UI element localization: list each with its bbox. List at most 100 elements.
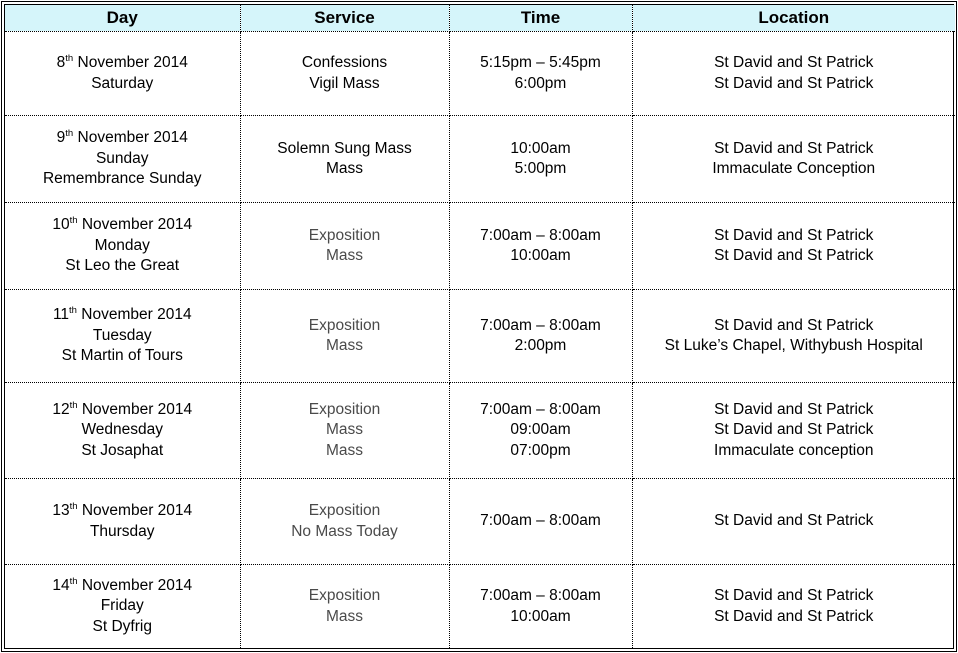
service-cell: Confessions Vigil Mass [239, 31, 450, 116]
date-line: 10th November 2014 [9, 215, 236, 236]
location-line: St David and St Patrick [714, 139, 874, 157]
time-line: 7:00am – 8:00am [480, 226, 601, 244]
day-line: St Josaphat [81, 441, 164, 459]
date-number: 12 [52, 400, 70, 418]
date-month-year: November 2014 [77, 576, 193, 594]
time-line: 7:00am – 8:00am [480, 316, 601, 334]
date-ordinal: th [69, 305, 77, 317]
date-line: 8th November 2014 [9, 53, 236, 74]
date-number: 8 [56, 54, 66, 71]
time-cell: 7:00am – 8:00am 10:00am [448, 202, 633, 290]
location-line: St David and St Patrick [714, 421, 874, 439]
table-row: 12th November 2014 Wednesday St Josaphat E… [5, 382, 955, 479]
service-cell: Exposition Mass Mass [239, 382, 450, 479]
location-line: St David and St Patrick [714, 587, 874, 604]
date-month-year: November 2014 [77, 400, 193, 418]
service-line: Mass [325, 160, 364, 177]
time-line: 7:00am – 8:00am [480, 587, 601, 604]
service-cell: Exposition Mass [239, 202, 450, 290]
mass-schedule-table: Day Service Time Location 8th November 2… [5, 5, 955, 648]
date-ordinal: th [69, 399, 78, 411]
table-header: Day Service Time Location [5, 5, 955, 32]
column-header-time: Time [448, 5, 633, 32]
date-line: 12th November 2014 [9, 400, 236, 421]
time-line: 7:00am – 8:00am [480, 512, 601, 530]
location-line: St David and St Patrick [714, 512, 874, 530]
date-ordinal: th [65, 52, 74, 64]
date-line: 13th November 2014 [9, 501, 236, 522]
service-line: Exposition [308, 502, 381, 519]
day-line: Saturday [91, 74, 154, 92]
time-line: 09:00am [510, 421, 571, 439]
time-line: 10:00am [510, 139, 571, 157]
time-line: 6:00pm [514, 74, 567, 92]
table-row: 8th November 2014 Saturday Confessions Vig… [5, 31, 955, 116]
time-cell: 7:00am – 8:00am [448, 478, 633, 565]
date-number: 10 [52, 216, 70, 234]
service-line: Exposition [308, 226, 381, 244]
date-line: 11th November 2014 [9, 305, 236, 326]
service-line: Exposition [308, 400, 381, 418]
service-line: Mass [325, 441, 364, 459]
day-line: Remembrance Sunday [42, 170, 202, 188]
location-line: Immaculate conception [714, 441, 874, 459]
location-cell: St David and St Patrick [631, 478, 955, 565]
location-line: St David and St Patrick [714, 400, 874, 418]
column-header-service: Service [239, 5, 450, 32]
table-body: 8th November 2014 Saturday Confessions Vig… [5, 31, 955, 648]
location-line: St David and St Patrick [714, 54, 874, 71]
location-line: St David and St Patrick [714, 607, 874, 625]
location-line: St David and St Patrick [714, 74, 874, 92]
location-cell: St David and St Patrick St Luke’s Chapel,… [631, 289, 955, 383]
time-line: 2:00pm [514, 337, 567, 354]
table-row: 13th November 2014 Thursday Exposition No … [5, 478, 955, 565]
location-line: Immaculate Conception [712, 160, 876, 177]
time-line: 5:15pm – 5:45pm [480, 54, 601, 71]
date-month-year: November 2014 [76, 306, 192, 324]
service-line: Mass [325, 247, 364, 264]
day-line: Sunday [95, 149, 149, 167]
day-line: Friday [100, 597, 144, 615]
service-line: Mass [325, 421, 364, 439]
time-cell: 7:00am – 8:00am 2:00pm [448, 289, 633, 383]
date-line: 14th November 2014 [9, 576, 236, 597]
date-number: 11 [52, 306, 70, 324]
time-cell: 5:15pm – 5:45pm 6:00pm [448, 31, 633, 116]
service-line: Exposition [308, 316, 381, 334]
day-cell: 9th November 2014 Sunday Remembrance Sunda… [5, 115, 241, 203]
service-line: No Mass Today [291, 522, 398, 540]
day-line: Monday [94, 236, 150, 254]
time-line: 5:00pm [514, 160, 567, 177]
day-line: Tuesday [92, 326, 152, 344]
table-row: 14th November 2014 Friday St Dyfrig Exposi… [5, 564, 955, 648]
table-row: 11th November 2014 Tuesday St Martin of To… [5, 289, 955, 383]
date-number: 14 [52, 576, 70, 594]
service-cell: Exposition Mass [239, 289, 450, 383]
time-line: 10:00am [510, 607, 571, 625]
day-cell: 14th November 2014 Friday St Dyfrig [5, 564, 241, 648]
date-ordinal: th [69, 500, 78, 512]
location-line: St David and St Patrick [714, 316, 874, 334]
location-cell: St David and St Patrick St David and St P… [631, 31, 955, 116]
date-month-year: November 2014 [73, 54, 188, 71]
day-cell: 11th November 2014 Tuesday St Martin of To… [5, 289, 241, 383]
date-ordinal: th [69, 575, 78, 587]
service-line: Mass [325, 337, 364, 354]
day-cell: 8th November 2014 Saturday [5, 31, 241, 116]
service-line: Confessions [301, 54, 388, 71]
service-cell: Solemn Sung Mass Mass [239, 115, 450, 203]
day-line: Thursday [89, 522, 155, 540]
time-line: 07:00pm [510, 441, 571, 459]
column-header-day: Day [5, 5, 241, 32]
location-cell: St David and St Patrick Immaculate Concep… [631, 115, 955, 203]
date-month-year: November 2014 [73, 129, 188, 147]
location-cell: St David and St Patrick St David and St P… [631, 382, 955, 479]
table-row: 10th November 2014 Monday St Leo the Great… [5, 202, 955, 290]
service-line: Vigil Mass [309, 74, 380, 92]
date-line: 9th November 2014 [9, 128, 236, 149]
location-cell: St David and St Patrick St David and St P… [631, 564, 955, 648]
date-ordinal: th [69, 215, 78, 227]
date-month-year: November 2014 [77, 502, 193, 519]
day-line: Wednesday [81, 421, 164, 439]
